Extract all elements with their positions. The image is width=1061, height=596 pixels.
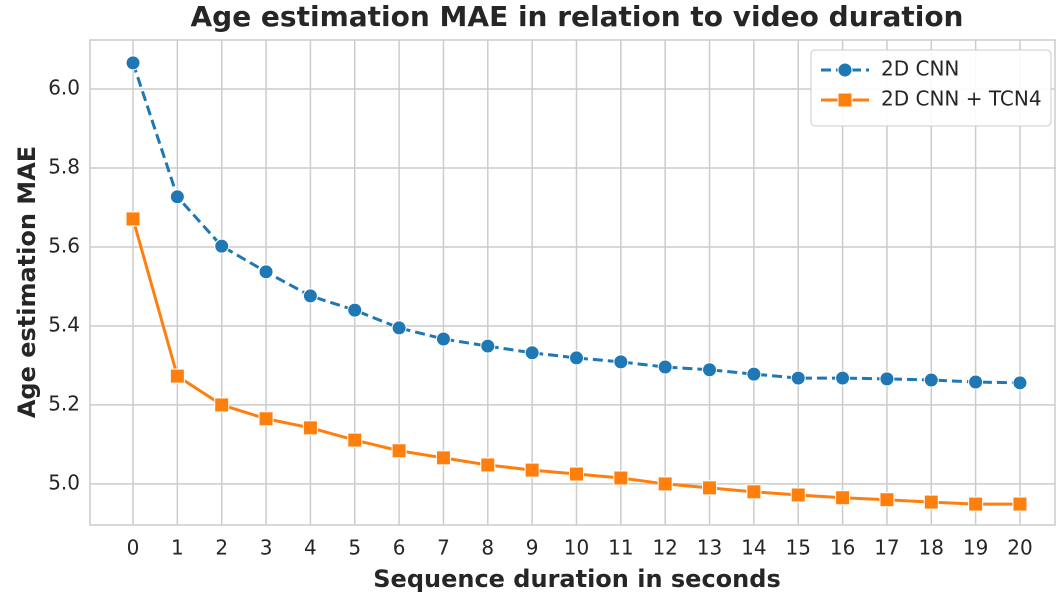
- marker: [568, 350, 584, 366]
- y-tick-label: 5.8: [48, 154, 80, 178]
- marker: [1012, 496, 1028, 512]
- chart-title: Age estimation MAE in relation to video …: [190, 0, 963, 33]
- marker: [125, 55, 141, 71]
- marker: [169, 368, 185, 384]
- y-axis-label: Age estimation MAE: [13, 146, 41, 418]
- x-tick-label: 18: [919, 536, 944, 560]
- series-line: [131, 62, 1020, 385]
- marker: [480, 338, 496, 354]
- marker: [613, 354, 629, 370]
- marker: [258, 411, 274, 427]
- marker: [923, 494, 939, 510]
- marker: [879, 492, 895, 508]
- x-tick-label: 5: [348, 536, 361, 560]
- marker: [435, 450, 451, 466]
- legend-label: 2D CNN: [881, 57, 959, 81]
- marker: [568, 466, 584, 482]
- marker: [258, 264, 274, 280]
- x-tick-label: 13: [697, 536, 722, 560]
- legend-label: 2D CNN + TCN4: [881, 87, 1042, 111]
- marker: [480, 457, 496, 473]
- x-tick-label: 4: [304, 536, 317, 560]
- x-tick-label: 20: [1007, 536, 1032, 560]
- legend: 2D CNN 2D CNN + TCN4: [810, 49, 1052, 127]
- marker: [657, 476, 673, 492]
- x-tick-label: 3: [260, 536, 273, 560]
- legend-marker: [837, 92, 853, 108]
- x-tick-label: 12: [652, 536, 677, 560]
- marker: [391, 320, 407, 336]
- y-tick-label: 5.4: [48, 312, 80, 336]
- x-tick-label: 14: [741, 536, 766, 560]
- marker: [790, 370, 806, 386]
- x-tick-label: 9: [526, 536, 539, 560]
- x-tick-label: 1: [171, 536, 184, 560]
- legend-marker: [837, 62, 853, 78]
- plot-frame: [89, 39, 1056, 526]
- x-tick-label: 0: [127, 536, 140, 560]
- marker: [657, 359, 673, 375]
- marker: [524, 462, 540, 478]
- marker: [968, 374, 984, 390]
- marker: [702, 362, 718, 378]
- marker: [835, 490, 851, 506]
- marker: [613, 470, 629, 486]
- x-tick-label: 7: [437, 536, 450, 560]
- marker: [835, 370, 851, 386]
- x-axis-label: Sequence duration in seconds: [373, 565, 780, 593]
- marker: [923, 372, 939, 388]
- x-tick-label: 15: [786, 536, 811, 560]
- marker: [214, 238, 230, 254]
- marker: [879, 371, 895, 387]
- x-tick-label: 16: [830, 536, 855, 560]
- y-tick-label: 5.2: [48, 391, 80, 415]
- x-tick-label: 6: [393, 536, 406, 560]
- marker: [746, 484, 762, 500]
- marker: [1012, 375, 1028, 391]
- marker: [968, 496, 984, 512]
- y-tick-label: 6.0: [48, 75, 80, 99]
- marker: [347, 302, 363, 318]
- marker: [347, 432, 363, 448]
- marker: [391, 443, 407, 459]
- x-tick-label: 17: [874, 536, 899, 560]
- marker: [302, 288, 318, 304]
- marker: [790, 487, 806, 503]
- marker: [214, 397, 230, 413]
- x-tick-label: 10: [564, 536, 589, 560]
- y-tick-label: 5.0: [48, 470, 80, 494]
- marker: [169, 189, 185, 205]
- y-tick-label: 5.6: [48, 233, 80, 257]
- marker: [302, 420, 318, 436]
- marker: [702, 480, 718, 496]
- marker: [524, 345, 540, 361]
- x-tick-label: 11: [608, 536, 633, 560]
- x-tick-label: 8: [481, 536, 494, 560]
- x-tick-label: 2: [215, 536, 228, 560]
- legend-box: [810, 49, 1052, 127]
- marker: [125, 211, 141, 227]
- marker: [746, 366, 762, 382]
- x-tick-label: 19: [963, 536, 988, 560]
- marker: [435, 331, 451, 347]
